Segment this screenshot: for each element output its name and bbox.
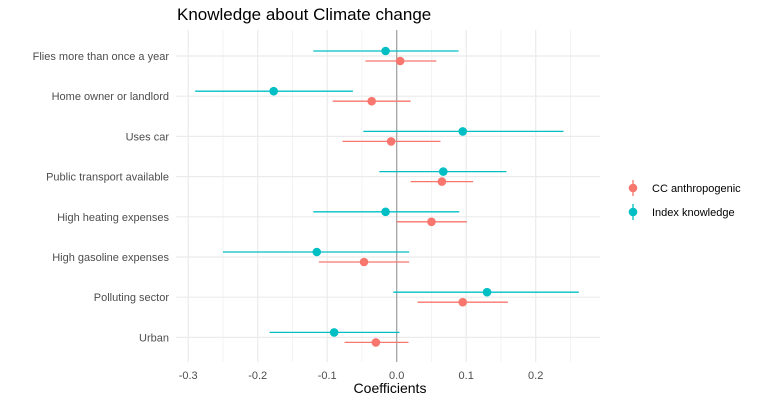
series-cc-anthropogenic <box>318 56 508 347</box>
legend-key-point <box>628 207 638 217</box>
y-category-label: Flies more than once a year <box>33 51 170 63</box>
y-category-label: Public transport available <box>46 172 169 184</box>
coefficient-point <box>438 167 448 176</box>
x-tick-label: 0.2 <box>528 370 543 382</box>
legend-label: CC anthropogenic <box>652 183 741 195</box>
coefficient-point <box>437 177 447 186</box>
x-tick-label: -0.3 <box>179 370 198 382</box>
chart-title: Knowledge about Climate change <box>177 5 431 24</box>
legend: CC anthropogenic Index knowledge <box>628 180 741 220</box>
x-tick-label: -0.2 <box>248 370 267 382</box>
series-index-knowledge <box>195 46 579 337</box>
coefficient-point <box>395 56 405 66</box>
x-tick-label: 0.1 <box>459 370 474 382</box>
y-category-label: Polluting sector <box>94 292 170 304</box>
legend-key-point <box>628 183 638 193</box>
coefficient-point <box>386 137 396 146</box>
y-category-label: Home owner or landlord <box>52 91 169 103</box>
coefficient-point <box>482 287 492 297</box>
coefficient-point <box>359 257 369 267</box>
coefficient-point <box>367 96 376 106</box>
y-category-label: High gasoline expenses <box>52 252 169 264</box>
y-category-label: Uses car <box>126 131 170 143</box>
coefficient-point <box>381 207 390 217</box>
y-category-label: High heating expenses <box>57 212 169 224</box>
coefficient-point <box>329 328 339 337</box>
x-axis-label: Coefficients <box>354 380 427 396</box>
coefficient-point <box>312 247 322 257</box>
coefficient-point <box>269 86 278 96</box>
coefficient-point <box>427 217 436 227</box>
plot-area: -0.3 -0.2 -0.1 0.0 0.1 0.2 Flies more than onc… <box>33 30 600 382</box>
coefficient-point <box>458 297 468 307</box>
x-tick-label: 0.0 <box>389 370 404 382</box>
legend-label: Index knowledge <box>652 207 735 219</box>
coefficient-point <box>371 338 381 347</box>
x-tick-label: -0.1 <box>318 370 337 382</box>
coefficient-point <box>381 46 390 56</box>
y-category-label: Urban <box>139 332 169 344</box>
gridlines <box>176 30 600 362</box>
coefficient-point <box>458 127 468 136</box>
